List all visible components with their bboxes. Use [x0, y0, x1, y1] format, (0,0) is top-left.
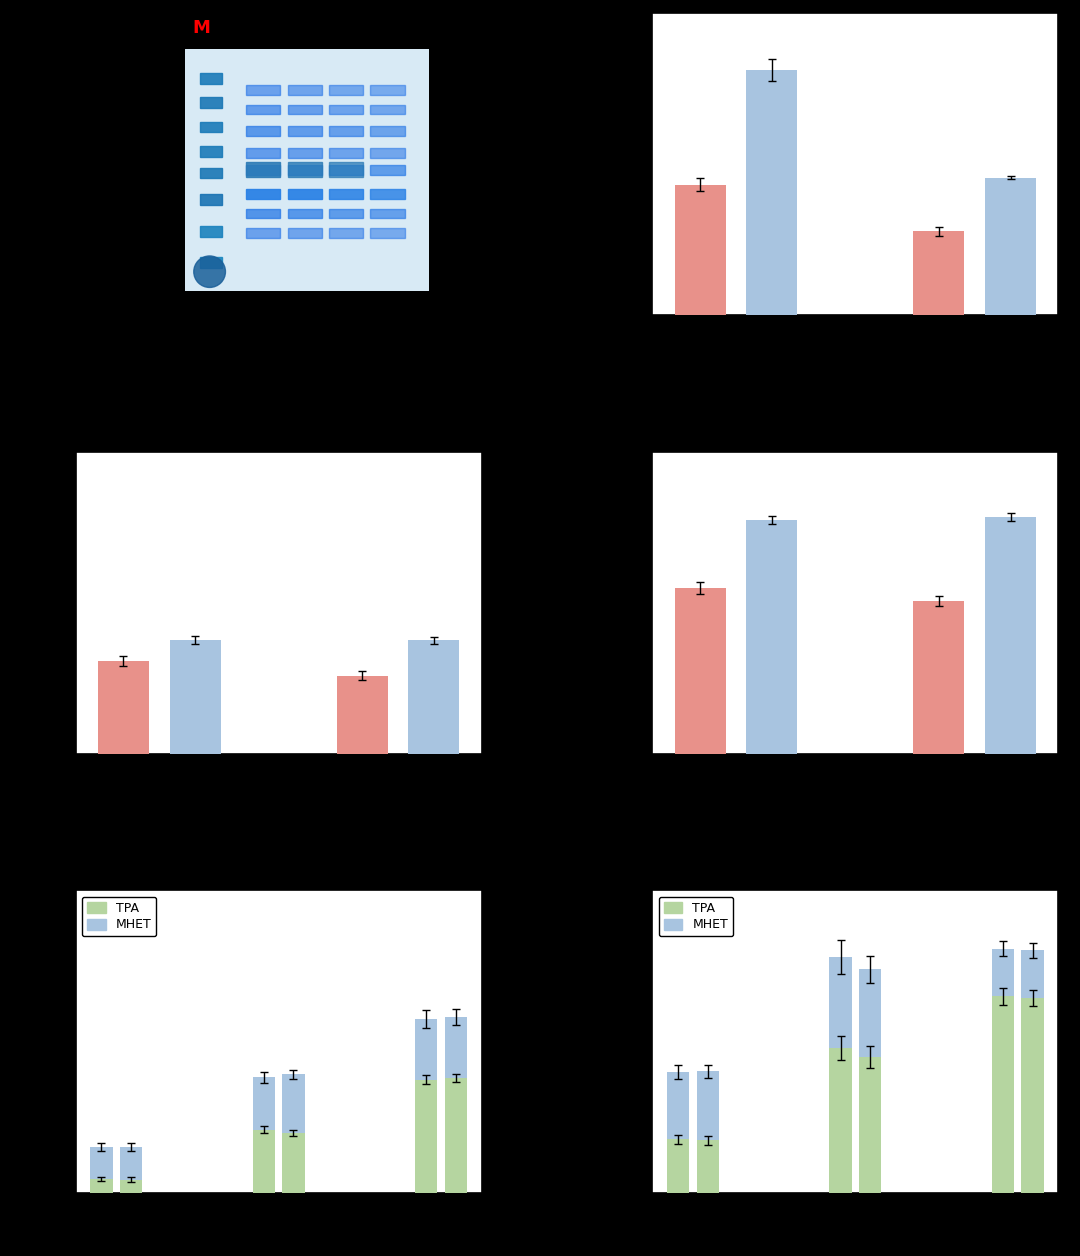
Text: 6h: 6h — [108, 1245, 125, 1256]
Y-axis label: OD$_{600}$: OD$_{600}$ — [609, 579, 627, 627]
Bar — [1022, 999, 1043, 1193]
Bar — [746, 70, 797, 315]
Y-axis label: OD$_{600}$: OD$_{600}$ — [32, 579, 51, 627]
Text: 6h: 6h — [684, 1245, 702, 1256]
Text: LCC$^{ICCG}$: LCC$^{ICCG}$ — [951, 376, 999, 392]
Bar — [416, 1080, 437, 1193]
Bar — [445, 1078, 467, 1193]
Text: M: M — [192, 19, 211, 36]
Bar — [667, 1073, 689, 1139]
Y-axis label: Released Compouds (μg/ml): Released Compouds (μg/ml) — [11, 932, 25, 1152]
Text: f: f — [592, 888, 600, 907]
Bar — [408, 641, 459, 755]
Bar — [859, 1058, 881, 1193]
Bar — [914, 231, 964, 315]
Text: b: b — [563, 10, 579, 30]
Bar — [985, 177, 1036, 315]
Bar — [667, 1139, 689, 1193]
Y-axis label: Protein Expression Quantity (mg/100ml): Protein Expression Quantity (mg/100ml) — [605, 6, 619, 322]
Bar — [445, 1017, 467, 1078]
Bar — [282, 1074, 305, 1133]
Text: IsPETase$^{PA}$: IsPETase$^{PA}$ — [702, 815, 770, 831]
Y-axis label: Released Compouds (μg/ml): Released Compouds (μg/ml) — [588, 932, 602, 1152]
Text: LCG: LCG — [453, 158, 477, 172]
Bar — [98, 662, 149, 755]
Text: IsPETase$^{PA}$: IsPETase$^{PA}$ — [702, 376, 770, 392]
Text: LCC$^{ICCG}$: LCC$^{ICCG}$ — [951, 815, 999, 831]
Bar — [120, 1179, 143, 1193]
Text: 24h: 24h — [266, 1245, 292, 1256]
Bar — [697, 1071, 718, 1140]
Text: e: e — [15, 888, 30, 907]
Text: 36h: 36h — [1004, 1245, 1030, 1256]
Bar — [416, 1019, 437, 1080]
Text: 36h: 36h — [428, 1245, 455, 1256]
Bar — [120, 1147, 143, 1179]
Bar — [337, 676, 388, 755]
Bar — [859, 970, 881, 1058]
Bar — [746, 520, 797, 755]
Bar — [253, 1078, 275, 1129]
Text: LCC$^{ICCG}$: LCC$^{ICCG}$ — [375, 815, 422, 831]
Legend: TPA, MHET: TPA, MHET — [659, 897, 733, 937]
Bar — [991, 948, 1014, 996]
Bar — [829, 1048, 852, 1193]
Bar — [91, 1179, 112, 1193]
Text: 24h: 24h — [842, 1245, 868, 1256]
Bar — [675, 185, 726, 315]
Bar — [985, 517, 1036, 755]
Bar — [253, 1129, 275, 1193]
Bar — [697, 1140, 718, 1193]
Bar — [170, 641, 220, 755]
Text: IsPETase$^{PA}$: IsPETase$^{PA}$ — [125, 815, 193, 831]
Bar — [991, 996, 1014, 1193]
Legend: TPA, MHET: TPA, MHET — [82, 897, 157, 937]
Bar — [914, 600, 964, 755]
Bar — [675, 588, 726, 755]
Text: d: d — [563, 448, 579, 468]
Bar — [1022, 951, 1043, 999]
Bar — [282, 1133, 305, 1193]
Bar — [829, 957, 852, 1048]
Bar — [91, 1147, 112, 1179]
